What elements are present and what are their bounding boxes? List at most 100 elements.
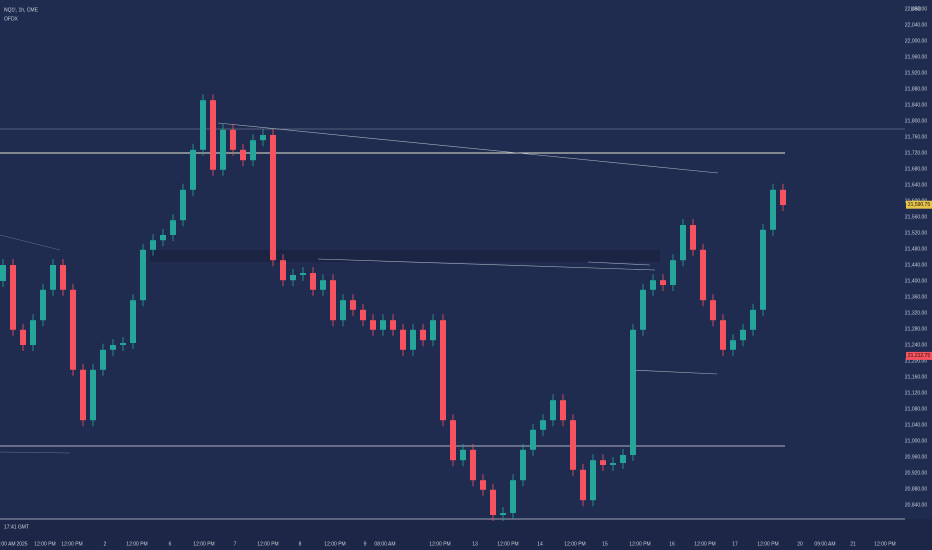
candle-body [180, 189, 186, 221]
candle-body [770, 189, 776, 230]
candle-body [380, 320, 386, 330]
candle-body [230, 129, 236, 150]
candle-body [470, 449, 476, 481]
candle-body [700, 249, 706, 301]
candle-body [520, 449, 526, 481]
candle-body [270, 135, 276, 261]
y-tick-label: 21,440.00 [905, 262, 927, 268]
x-tick-label: 8 [299, 541, 302, 547]
y-tick-label: 21,920.00 [905, 70, 927, 76]
y-tick-label: 21,760.00 [905, 134, 927, 140]
candle-body [240, 149, 246, 161]
candle-body [630, 329, 636, 455]
candle-body [440, 320, 446, 421]
x-tick-label: 12:00 PM [757, 541, 778, 547]
candle-body [400, 329, 406, 350]
candle-body [200, 100, 206, 150]
candle-body [260, 135, 266, 141]
candle-body [540, 420, 546, 430]
y-tick-label: 22,000.00 [905, 38, 927, 44]
x-tick-label: 12:00 PM [564, 541, 585, 547]
y-tick-label: 21,320.00 [905, 310, 927, 316]
x-tick-label: 10:00 AM [0, 541, 16, 547]
x-tick-label: 17 [732, 541, 738, 547]
candle-body [310, 273, 316, 290]
candle-body [210, 100, 216, 170]
candle-body [460, 449, 466, 461]
candle-body [280, 260, 286, 281]
x-tick-label: 12:00 PM [874, 541, 895, 547]
x-tick-label: 12:00 PM [497, 541, 518, 547]
candle-body [160, 235, 166, 241]
x-tick-label: 12:00 PM [324, 541, 345, 547]
candle-body [110, 345, 116, 350]
x-tick-label: 15 [602, 541, 608, 547]
x-tick-label: 2 [104, 541, 107, 547]
candle-body [530, 429, 536, 450]
candle-body [590, 460, 596, 501]
candle-body [150, 240, 156, 250]
candle-body [20, 329, 26, 345]
zone [150, 250, 660, 262]
candle-body [120, 343, 126, 345]
y-tick-label: 21,520.00 [905, 230, 927, 236]
candle-body [740, 329, 746, 341]
candle-body [140, 249, 146, 301]
trend-line [217, 122, 719, 174]
candle-body [680, 225, 686, 261]
candle-body [190, 149, 196, 190]
y-tick-label: 22,040.00 [905, 22, 927, 28]
candle-body [60, 265, 66, 290]
candle-body [500, 513, 506, 515]
candle-body [320, 280, 326, 290]
time-axis [0, 519, 932, 550]
y-tick-label: 21,200.00 [905, 358, 927, 364]
x-tick-label: 12:00 PM [61, 541, 82, 547]
y-tick-label: 21,960.00 [905, 54, 927, 60]
y-tick-label: 21,120.00 [905, 390, 927, 396]
candle-body [80, 369, 86, 421]
candle-body [10, 265, 16, 330]
trend-line [631, 369, 718, 375]
y-tick-label: 20,920.00 [905, 470, 927, 476]
candle-body [720, 320, 726, 350]
y-tick-label: 21,640.00 [905, 182, 927, 188]
candle-body [750, 309, 756, 330]
y-tick-label: 21,160.00 [905, 374, 927, 380]
x-tick-label: 16 [669, 541, 675, 547]
x-tick-label: 13 [472, 541, 478, 547]
timezone: 17:41 GMT [4, 524, 29, 530]
candle-body [70, 289, 76, 370]
candle-body [360, 309, 366, 321]
candle-body [450, 420, 456, 461]
y-tick-label: 20,960.00 [905, 454, 927, 460]
x-tick-label: 14 [537, 541, 543, 547]
y-tick-label: 21,240.00 [905, 342, 927, 348]
x-tick-label: 20 [797, 541, 803, 547]
y-tick-label: 20,840.00 [905, 502, 927, 508]
candle-body [690, 225, 696, 250]
y-tick-label: 21,560.00 [905, 214, 927, 220]
candle-body [640, 289, 646, 330]
candle-body [660, 280, 666, 285]
x-tick-label: 12:00 PM [126, 541, 147, 547]
candle-body [550, 400, 556, 421]
candle-body [490, 489, 496, 515]
price-label-box [906, 200, 932, 209]
candle-body [300, 273, 306, 275]
candle-body [580, 469, 586, 501]
candle-body [350, 300, 356, 310]
price-label-box [906, 351, 932, 360]
indicator: OFDX [4, 16, 19, 22]
y-tick-label: 21,360.00 [905, 294, 927, 300]
candle-body [430, 320, 436, 341]
candle-body [510, 480, 516, 513]
trend-line [317, 258, 656, 271]
candle-body [610, 463, 616, 465]
candle-body [410, 329, 416, 350]
candle-body [480, 480, 486, 490]
candle-body [170, 220, 176, 235]
